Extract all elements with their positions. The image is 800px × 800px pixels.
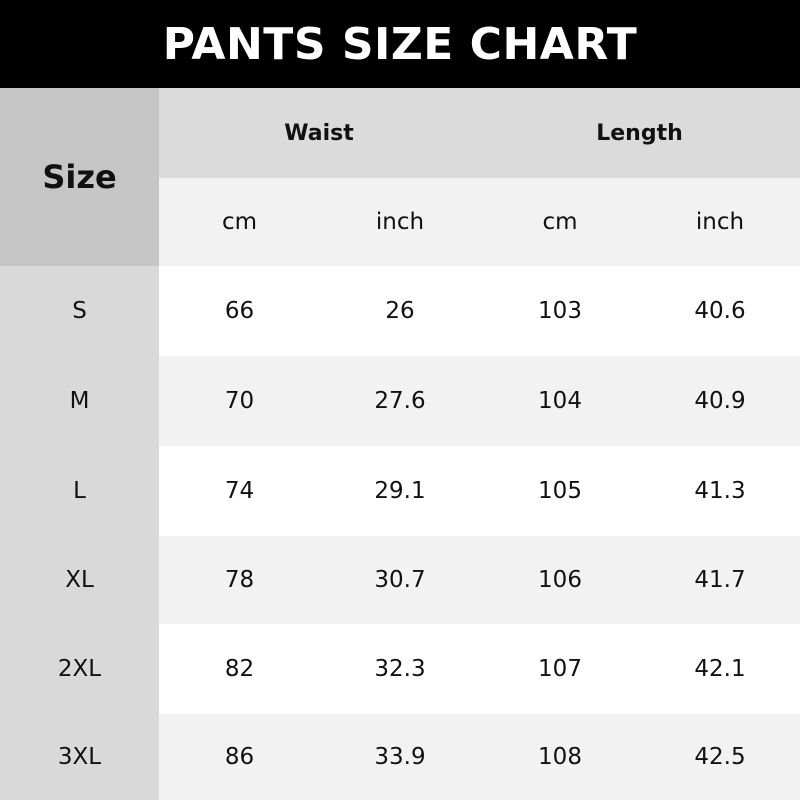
value-cell: 70 [159,356,320,446]
size-cell: XL [0,536,159,624]
value-cell: 27.6 [320,356,480,446]
value-cell: 29.1 [320,446,480,536]
size-cell: S [0,266,159,356]
value-cell: 103 [480,266,640,356]
value-cell: 41.7 [640,536,800,624]
value-cell: 107 [480,624,640,714]
value-cell: 32.3 [320,624,480,714]
value-cell: 26 [320,266,480,356]
value-cell: 40.9 [640,356,800,446]
value-cell: 30.7 [320,536,480,624]
size-cell: M [0,356,159,446]
waist-header: Waist [159,88,479,178]
chart-title: PANTS SIZE CHART [0,0,800,88]
value-cell: 33.9 [320,714,480,800]
unit-header: inch [640,178,800,266]
value-cell: 104 [480,356,640,446]
size-cell: L [0,446,159,536]
unit-header: inch [320,178,480,266]
length-header: Length [479,88,800,178]
value-cell: 42.5 [640,714,800,800]
value-cell: 82 [159,624,320,714]
value-cell: 106 [480,536,640,624]
value-cell: 40.6 [640,266,800,356]
value-cell: 108 [480,714,640,800]
value-cell: 74 [159,446,320,536]
value-cell: 66 [159,266,320,356]
size-header: Size [0,88,159,266]
value-cell: 105 [480,446,640,536]
value-cell: 42.1 [640,624,800,714]
unit-header: cm [159,178,320,266]
size-cell: 3XL [0,714,159,800]
value-cell: 86 [159,714,320,800]
value-cell: 41.3 [640,446,800,536]
size-cell: 2XL [0,624,159,714]
unit-header: cm [480,178,640,266]
value-cell: 78 [159,536,320,624]
